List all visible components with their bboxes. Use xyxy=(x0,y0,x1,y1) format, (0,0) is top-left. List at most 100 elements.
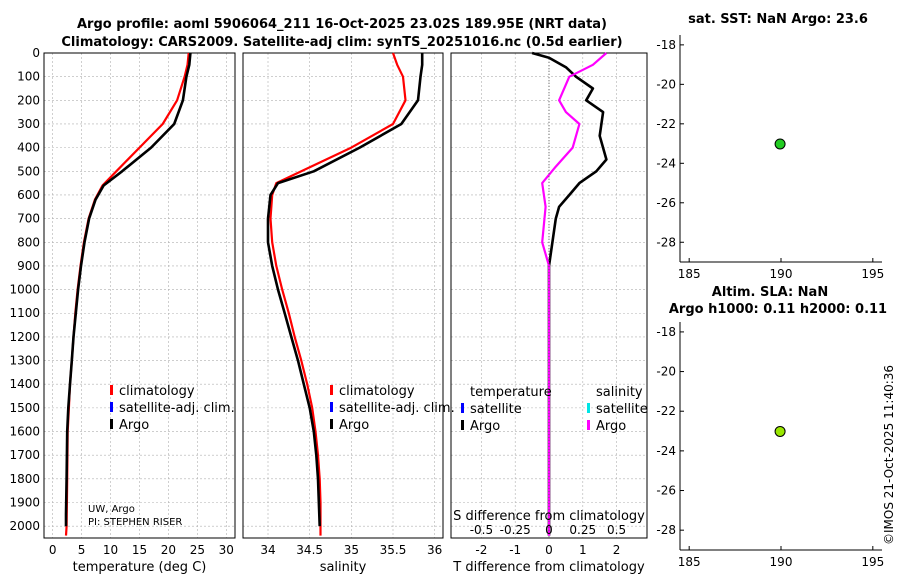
secondary-tick-label: 0.25 xyxy=(569,523,596,537)
x-tick-label: 10 xyxy=(103,543,118,557)
y-tick-label: 100 xyxy=(17,70,40,84)
y-tick-label: 1700 xyxy=(9,448,40,462)
legend-label: Argo xyxy=(596,419,626,434)
x-tick-label: 2 xyxy=(613,543,621,557)
sst-map-panel: -18 -20 -22 -24 -26 -28 185 190 195 sat. SST: NaN… xyxy=(656,12,884,281)
x-tick-label: 1 xyxy=(579,543,587,557)
legend-swatch xyxy=(110,385,113,395)
y-tick-label: 1000 xyxy=(9,283,40,297)
x-tick-label: 30 xyxy=(219,543,234,557)
legend-swatch xyxy=(110,402,113,412)
x-tick-label: 190 xyxy=(770,267,793,281)
y-tick-label: 900 xyxy=(17,259,40,273)
legend-label: satellite xyxy=(470,402,522,417)
argo-position-marker xyxy=(774,425,786,437)
x-tick-label: 20 xyxy=(161,543,176,557)
figure-title-line2: Climatology: CARS2009. Satellite-adj cli… xyxy=(61,35,622,50)
y-tick-label: 800 xyxy=(17,235,40,249)
secondary-axis-label: S difference from climatology xyxy=(453,509,645,524)
y-tick-label: 700 xyxy=(17,212,40,226)
y-tick-label: 600 xyxy=(17,188,40,202)
y-tick-label: 1500 xyxy=(9,401,40,415)
x-tick-label: 36 xyxy=(427,543,442,557)
credit-pi: PI: STEPHEN RISER xyxy=(88,517,182,528)
legend-label: satellite-adj. clim. xyxy=(119,401,235,416)
x-tick-label: 185 xyxy=(678,267,701,281)
y-tick-label: -20 xyxy=(656,365,676,379)
series-line-argo xyxy=(266,53,424,527)
axes-frame xyxy=(242,52,444,539)
series-line-argo-temperature xyxy=(531,51,608,536)
secondary-tick-label: 0.5 xyxy=(607,523,626,537)
x-tick-label: 25 xyxy=(190,543,205,557)
x-tick-label: 185 xyxy=(678,555,701,569)
x-axis-label: salinity xyxy=(320,560,367,575)
y-tick-label: -28 xyxy=(656,523,676,537)
y-tick-label: -28 xyxy=(656,235,676,249)
series-line-climatology xyxy=(269,52,407,536)
y-tick-label: 1400 xyxy=(9,377,40,391)
legend-swatch xyxy=(461,420,464,430)
legend-label: Argo xyxy=(119,418,149,433)
map-title: Altim. SLA: NaN xyxy=(712,285,828,300)
legend-swatch xyxy=(110,419,113,429)
sla-map-panel: -18 -20 -22 -24 -26 -28 185 190 195 Altim. SLA: N… xyxy=(656,285,887,569)
x-tick-label: 190 xyxy=(770,555,793,569)
x-tick-label: 0 xyxy=(545,543,553,557)
y-tick-label: 300 xyxy=(17,117,40,131)
x-axis-label: temperature (deg C) xyxy=(73,560,207,575)
credit-institution: UW, Argo xyxy=(88,504,135,515)
map-title: sat. SST: NaN Argo: 23.6 xyxy=(688,12,868,27)
difference-panel: -2 -1 0 1 2 T difference from climatology S di… xyxy=(450,51,648,575)
x-tick-label: 15 xyxy=(132,543,147,557)
x-tick-label: 35.5 xyxy=(380,543,407,557)
legend-swatch xyxy=(587,420,590,430)
argo-position-marker xyxy=(774,138,786,150)
legend-title-temperature: temperature xyxy=(470,385,552,400)
legend-label: climatology xyxy=(119,384,195,399)
y-tick-label: -18 xyxy=(656,38,676,52)
x-tick-label: 5 xyxy=(78,543,86,557)
y-tick-label: 500 xyxy=(17,164,40,178)
y-tick-label: 1800 xyxy=(9,472,40,486)
y-tick-label: 200 xyxy=(17,93,40,107)
x-tick-label: -2 xyxy=(475,543,487,557)
legend-swatch xyxy=(461,403,464,413)
y-tick-label: 400 xyxy=(17,141,40,155)
series-line-argo-salinity xyxy=(541,52,608,536)
y-tick-label: 1200 xyxy=(9,330,40,344)
series-line-argo xyxy=(64,52,192,527)
axes-frame xyxy=(43,52,236,539)
x-tick-label: 34 xyxy=(260,543,275,557)
y-tick-label: -24 xyxy=(656,156,676,170)
y-tick-label: -26 xyxy=(656,196,676,210)
series-line-climatology xyxy=(64,52,190,536)
x-tick-label: 195 xyxy=(861,555,884,569)
secondary-tick-label: -0.25 xyxy=(500,523,531,537)
secondary-tick-label: -0.5 xyxy=(470,523,493,537)
imos-timestamp: ©IMOS 21-Oct-2025 11:40:36 xyxy=(882,365,896,545)
x-axis-label: T difference from climatology xyxy=(452,560,645,575)
temperature-panel: 0 100 200 300 400 500 600 700 800 900 1000 1100 1200… xyxy=(9,46,236,575)
y-tick-label: -26 xyxy=(656,484,676,498)
legend-swatch xyxy=(330,385,333,395)
x-tick-label: 34.5 xyxy=(296,543,323,557)
x-tick-label: -1 xyxy=(509,543,521,557)
legend-title-salinity: salinity xyxy=(596,385,643,400)
y-tick-label: 1100 xyxy=(9,306,40,320)
y-tick-label: 1600 xyxy=(9,425,40,439)
salinity-panel: 34 34.5 35 35.5 36 salinity climatology satelli… xyxy=(242,52,455,575)
legend-label: Argo xyxy=(339,418,369,433)
figure-title-line1: Argo profile: aoml 5906064_211 16-Oct-20… xyxy=(77,17,607,32)
y-tick-label: -22 xyxy=(656,404,676,418)
secondary-tick-label: 0 xyxy=(545,523,553,537)
y-tick-label: -20 xyxy=(656,77,676,91)
y-tick-label: 1300 xyxy=(9,354,40,368)
legend-swatch xyxy=(587,403,590,413)
y-tick-label: 1900 xyxy=(9,496,40,510)
y-tick-label: -22 xyxy=(656,117,676,131)
x-tick-label: 0 xyxy=(49,543,57,557)
legend-label: satellite xyxy=(596,402,648,417)
map-title-2: Argo h1000: 0.11 h2000: 0.11 xyxy=(669,302,887,317)
